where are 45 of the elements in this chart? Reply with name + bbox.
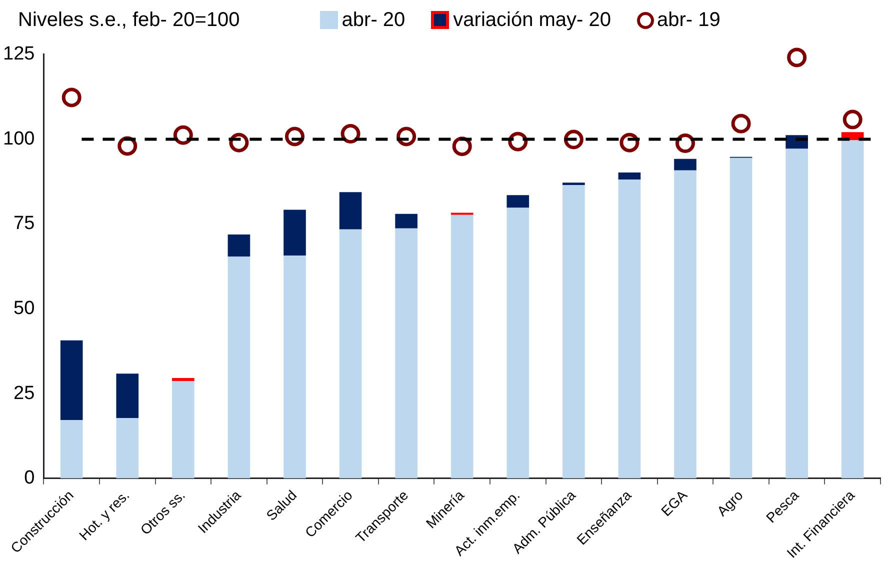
bar: [506, 208, 530, 478]
bar: [172, 378, 194, 382]
bar: [60, 420, 83, 478]
y-tick-label: 125: [3, 44, 35, 65]
bar: [339, 192, 362, 230]
legend-label: variación may- 20: [453, 8, 612, 32]
legend-label: abr- 20: [342, 8, 406, 32]
bar: [339, 229, 362, 478]
y-tick-label: 50: [14, 298, 35, 320]
bar: [60, 340, 83, 420]
bar: [116, 374, 139, 418]
bar: [116, 418, 139, 478]
bar: [395, 228, 418, 478]
bar: [284, 210, 306, 256]
bar: [450, 214, 474, 478]
point: [396, 126, 416, 146]
point: [284, 126, 304, 146]
bar: [674, 158, 696, 170]
legend-label: abr- 19: [657, 8, 720, 32]
point: [564, 130, 584, 150]
y-tick-label: 100: [3, 128, 35, 150]
y-tick-label: 75: [14, 213, 35, 234]
chart-title: Niveles s.e., feb- 20=100: [18, 8, 240, 32]
point: [620, 132, 640, 152]
point: [229, 132, 249, 152]
point: [787, 48, 807, 68]
x-tick-label: Hot. y res.: [76, 486, 132, 544]
y-tick-label: 25: [14, 382, 35, 404]
bar: [786, 148, 808, 478]
bar: [841, 140, 864, 478]
point: [842, 110, 862, 130]
bar: [562, 184, 585, 478]
point: [731, 114, 751, 134]
bar: [618, 180, 641, 478]
bar: [228, 234, 250, 257]
bar: [284, 256, 306, 478]
point: [62, 88, 82, 108]
bar: [674, 170, 696, 478]
bar: [228, 256, 250, 478]
bar: [618, 172, 641, 180]
y-tick-label: 0: [24, 468, 35, 489]
bar: [506, 195, 530, 208]
bar: [172, 381, 194, 478]
bar: [395, 214, 418, 228]
bar: [730, 158, 752, 478]
